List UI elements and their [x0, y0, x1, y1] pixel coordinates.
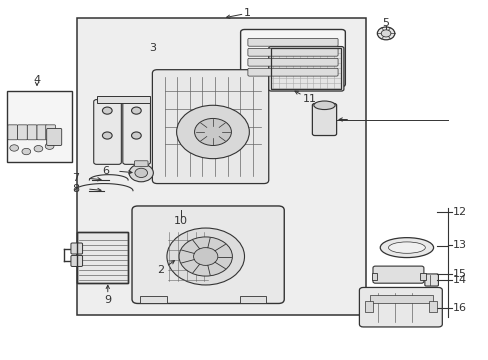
Bar: [77, 18, 365, 315]
Circle shape: [135, 168, 147, 177]
FancyBboxPatch shape: [18, 125, 27, 140]
FancyBboxPatch shape: [134, 161, 148, 166]
FancyBboxPatch shape: [247, 58, 337, 66]
Bar: [271, 48, 341, 89]
Bar: [140, 296, 166, 303]
Circle shape: [102, 107, 112, 114]
FancyBboxPatch shape: [71, 256, 82, 266]
Circle shape: [45, 143, 54, 149]
Text: 12: 12: [452, 207, 466, 217]
FancyBboxPatch shape: [268, 46, 343, 91]
Text: 14: 14: [452, 275, 466, 285]
FancyBboxPatch shape: [37, 125, 46, 140]
Text: 1: 1: [243, 9, 250, 18]
Text: 10: 10: [173, 216, 187, 226]
Bar: [7, 91, 72, 162]
Circle shape: [131, 132, 141, 139]
FancyBboxPatch shape: [45, 125, 55, 140]
Text: 6: 6: [102, 166, 109, 176]
Circle shape: [34, 145, 43, 152]
Text: 8: 8: [72, 184, 80, 194]
FancyBboxPatch shape: [247, 39, 337, 46]
Text: 13: 13: [452, 240, 466, 251]
FancyBboxPatch shape: [247, 48, 337, 56]
Bar: [364, 301, 373, 312]
FancyBboxPatch shape: [247, 68, 337, 76]
FancyBboxPatch shape: [372, 266, 423, 283]
FancyBboxPatch shape: [359, 288, 442, 327]
Circle shape: [166, 228, 244, 285]
FancyBboxPatch shape: [122, 100, 150, 165]
Circle shape: [131, 107, 141, 114]
Text: 2: 2: [157, 265, 164, 275]
Text: 11: 11: [302, 94, 316, 104]
Ellipse shape: [380, 238, 433, 257]
Text: 3: 3: [148, 43, 156, 53]
Text: 5: 5: [382, 18, 389, 28]
Circle shape: [102, 132, 112, 139]
Ellipse shape: [387, 242, 425, 253]
Bar: [428, 301, 437, 312]
Ellipse shape: [313, 101, 334, 109]
Circle shape: [179, 237, 232, 276]
FancyBboxPatch shape: [94, 100, 121, 165]
Bar: [369, 295, 432, 303]
Text: 9: 9: [104, 295, 111, 305]
Circle shape: [176, 105, 249, 159]
FancyBboxPatch shape: [152, 70, 268, 184]
Text: 4: 4: [33, 75, 41, 85]
FancyBboxPatch shape: [424, 274, 438, 286]
FancyBboxPatch shape: [312, 103, 336, 135]
Text: 7: 7: [72, 173, 80, 183]
FancyBboxPatch shape: [240, 30, 345, 87]
Bar: [77, 231, 128, 283]
Circle shape: [194, 118, 231, 145]
FancyBboxPatch shape: [8, 125, 18, 140]
Bar: [371, 273, 377, 280]
Text: 15: 15: [452, 269, 466, 279]
FancyBboxPatch shape: [27, 125, 37, 140]
Text: 16: 16: [452, 303, 466, 313]
Circle shape: [22, 148, 31, 155]
Bar: [420, 273, 426, 280]
Circle shape: [377, 27, 394, 40]
Circle shape: [193, 248, 217, 265]
Bar: [97, 96, 150, 103]
FancyBboxPatch shape: [132, 206, 284, 303]
Circle shape: [129, 164, 153, 182]
FancyBboxPatch shape: [46, 129, 61, 145]
Circle shape: [381, 30, 390, 37]
FancyBboxPatch shape: [71, 243, 82, 254]
Bar: [239, 296, 266, 303]
Bar: [77, 231, 128, 283]
Circle shape: [10, 145, 19, 151]
